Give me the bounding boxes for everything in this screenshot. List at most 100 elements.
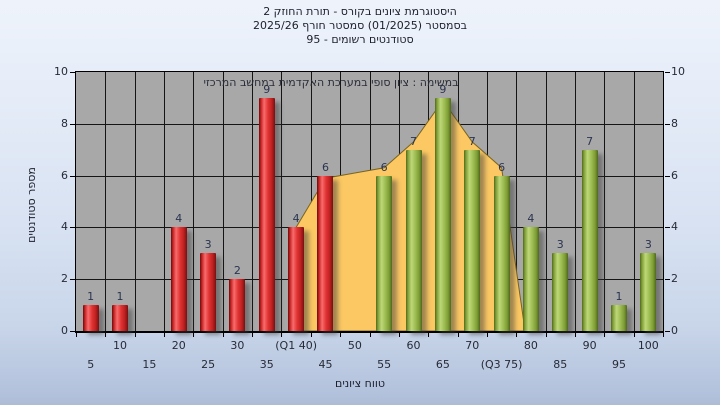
y-tick-label-right: 10 [671, 65, 685, 78]
x-tick-label: 25 [201, 358, 216, 371]
plot-area: 1 1 4 3 2 9 4 6 6 7 9 7 6 4 3 7 1 3 במשימה : ציון סופי במע… [54, 65, 685, 371]
vertical-gridline [545, 72, 547, 331]
vertical-gridline [134, 72, 136, 331]
y-tick-label-left: 8 [61, 116, 68, 130]
bar-value-label: 9 [439, 82, 447, 96]
x-tick-label: 45 [318, 358, 333, 371]
x-tick-label: 80 [523, 339, 538, 352]
grade-bar [610, 305, 627, 331]
y-axis-tick-right [665, 175, 670, 177]
x-tick-label: (Q1 40) [275, 339, 317, 352]
x-axis-tick [281, 333, 283, 337]
y-tick-label-right: 0 [671, 324, 678, 337]
x-tick-label: 55 [377, 358, 392, 371]
vertical-gridline [516, 72, 518, 331]
x-tick-label: 5 [87, 358, 95, 371]
x-axis-tick [105, 333, 107, 337]
x-axis-tick [633, 333, 635, 337]
bar-value-label: 4 [292, 212, 300, 226]
chart-title-line3: סטודנטים רשומים - 95 [306, 33, 414, 46]
bar-value-label: 7 [586, 134, 594, 148]
y-axis-tick-right [665, 331, 670, 332]
x-axis-tick [222, 333, 224, 337]
bar-value-label: 6 [380, 160, 388, 174]
x-tick-label: 95 [611, 358, 626, 371]
grade-bar [405, 149, 422, 331]
x-tick-label: 85 [553, 358, 568, 371]
y-tick-label-left: 4 [61, 220, 68, 234]
y-tick-label-left: 2 [61, 272, 68, 286]
vertical-gridline [105, 72, 107, 331]
bar-value-label: 6 [498, 160, 506, 174]
bar-value-label: 1 [116, 290, 124, 304]
x-axis-tick [545, 333, 547, 337]
x-axis-title: טווח ציונים [335, 377, 385, 390]
x-axis-tick [398, 333, 400, 337]
x-tick-label: 90 [582, 339, 597, 352]
grade-bar [229, 279, 246, 331]
horizontal-gridline [76, 123, 663, 125]
x-axis-tick [604, 333, 606, 337]
y-axis-tick-right [665, 279, 670, 281]
x-axis-tick [340, 333, 342, 337]
vertical-gridline [633, 72, 635, 331]
y-axis-tick-left [70, 279, 75, 281]
x-tick-label: 15 [142, 358, 157, 371]
grade-bar [522, 227, 539, 331]
vertical-gridline [252, 72, 254, 331]
bar-value-label: 4 [175, 212, 183, 226]
y-axis-tick-left [70, 72, 75, 73]
vertical-gridline [281, 72, 283, 331]
grade-bar [464, 149, 481, 331]
x-axis-tick [134, 333, 136, 337]
y-tick-label-right: 8 [671, 116, 678, 130]
x-axis-tick [193, 333, 195, 337]
chart-title-block: היסטוגרמת ציונים בקורס - תורת החוזק 2 בס… [0, 5, 720, 47]
bar-value-label: 4 [527, 212, 535, 226]
x-axis-tick [76, 333, 77, 337]
x-axis-tick [574, 333, 576, 337]
grade-bar [317, 175, 334, 331]
y-tick-label-left: 0 [61, 324, 68, 337]
x-tick-label: 70 [465, 339, 480, 352]
y-axis-tick-right [665, 123, 670, 125]
bar-value-label: 7 [410, 134, 418, 148]
y-axis-tick-right [665, 227, 670, 229]
x-tick-label: 10 [113, 339, 128, 352]
bar-value-label: 6 [321, 160, 329, 174]
grade-bar [640, 253, 657, 331]
x-axis-tick [663, 333, 664, 337]
bar-value-label: 3 [204, 238, 212, 252]
x-tick-label: 20 [171, 339, 186, 352]
distribution-area [295, 99, 526, 331]
x-axis-tick [428, 333, 430, 337]
vertical-gridline [164, 72, 166, 331]
grade-bar [552, 253, 569, 331]
bar-value-label: 3 [644, 238, 652, 252]
x-tick-label: 50 [347, 339, 362, 352]
y-axis-title: מספר סטודנטים [25, 167, 38, 243]
y-axis-tick-left [70, 175, 75, 177]
grade-bar [258, 97, 275, 331]
y-tick-label-right: 2 [671, 272, 678, 286]
vertical-gridline [604, 72, 606, 331]
bar-value-label: 2 [233, 264, 241, 278]
grade-bar [170, 227, 187, 331]
grade-bar [493, 175, 510, 331]
bar-value-label: 3 [556, 238, 564, 252]
x-tick-label: 65 [435, 358, 450, 371]
x-tick-label: 100 [637, 339, 659, 352]
grade-bar [581, 149, 598, 331]
x-axis-tick [310, 333, 312, 337]
vertical-gridline [574, 72, 576, 331]
vertical-gridline [222, 72, 224, 331]
y-axis-tick-left [70, 227, 75, 229]
grade-bar [288, 227, 305, 331]
y-tick-label-left: 10 [54, 65, 68, 78]
chart-title-line2: בסמסטר (01/2025) סמסטר חורף 2025/26 [253, 19, 467, 32]
legend-note: במשימה : ציון סופי במערכת האקדמית במחשב … [203, 76, 459, 89]
x-axis-tick [164, 333, 166, 337]
x-tick-label: (Q3 75) [480, 358, 523, 371]
grade-bar [82, 305, 99, 331]
